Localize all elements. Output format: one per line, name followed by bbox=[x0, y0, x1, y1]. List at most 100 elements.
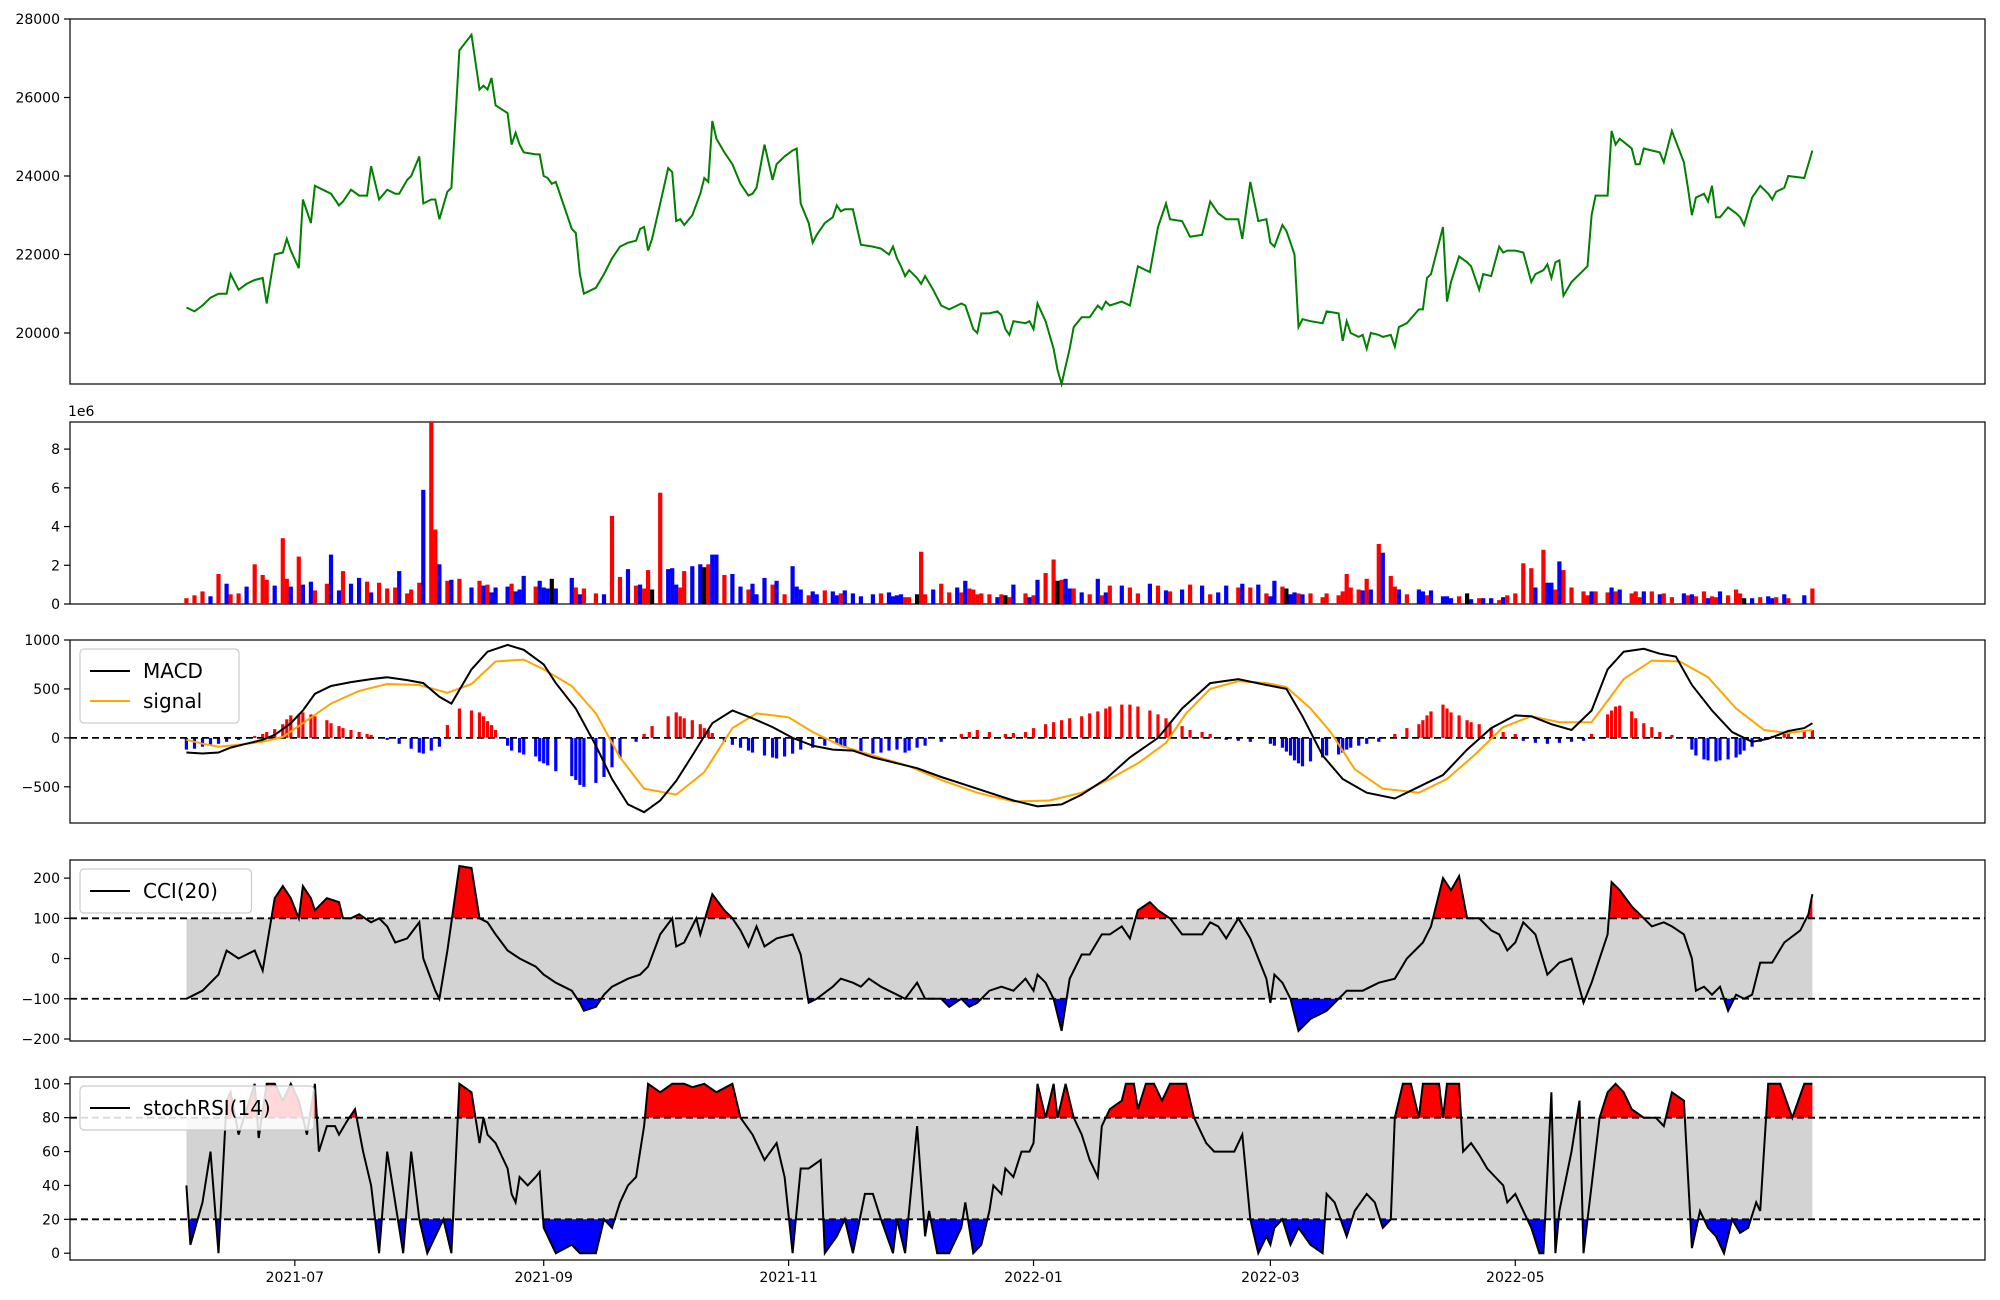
volume-bar bbox=[710, 554, 715, 604]
volume-bar bbox=[1469, 599, 1474, 604]
macd-histogram-bar bbox=[417, 737, 421, 753]
macd-histogram-bar bbox=[1377, 737, 1381, 742]
volume-bar bbox=[1557, 561, 1562, 604]
volume-bar bbox=[878, 593, 884, 604]
macd-histogram-bar bbox=[1349, 737, 1353, 748]
volume-bar bbox=[348, 583, 354, 604]
volume-bar bbox=[979, 593, 984, 604]
macd-histogram-bar bbox=[349, 730, 353, 738]
volume-bar bbox=[1200, 585, 1205, 604]
volume-bar bbox=[1609, 587, 1614, 604]
overbought-fill bbox=[644, 1083, 741, 1118]
x-tick-label: 2021-09 bbox=[514, 1270, 573, 1286]
macd-histogram-bar bbox=[907, 737, 911, 751]
macd-histogram-bar bbox=[1702, 737, 1706, 760]
volume-bar bbox=[774, 580, 779, 604]
volume-bar bbox=[1360, 590, 1365, 604]
volume-bar bbox=[617, 576, 623, 604]
volume-bar bbox=[963, 580, 968, 604]
volume-bar bbox=[814, 594, 819, 604]
macd-histogram-bar bbox=[285, 719, 289, 738]
macd-histogram-bar bbox=[923, 737, 927, 746]
macd-histogram-bar bbox=[265, 732, 269, 738]
volume-bar bbox=[646, 570, 651, 604]
volume-bar bbox=[1465, 593, 1470, 604]
macd-histogram-bar bbox=[1477, 724, 1481, 738]
volume-bar bbox=[1705, 598, 1711, 604]
volume-bar bbox=[308, 581, 313, 604]
price-panel: 20000 22000 24000 26000 28000 bbox=[15, 12, 1986, 388]
macd-histogram-bar bbox=[1341, 737, 1345, 753]
macd-histogram-bar bbox=[200, 737, 205, 747]
volume-bar bbox=[931, 589, 936, 604]
oversold-fill bbox=[1282, 1219, 1325, 1254]
macd-histogram-bar bbox=[1365, 737, 1369, 744]
volume-bar bbox=[236, 593, 241, 604]
x-tick-label: 2021-11 bbox=[759, 1270, 818, 1286]
macd-histogram-bar bbox=[1581, 737, 1586, 741]
volume-bar bbox=[577, 594, 582, 604]
volume-bar bbox=[1292, 592, 1297, 604]
macd-histogram-bar bbox=[1810, 730, 1814, 738]
volume-bar bbox=[1750, 598, 1755, 604]
macd-histogram-bar bbox=[939, 737, 943, 742]
volume-bar bbox=[1031, 595, 1036, 604]
volume-bar bbox=[1758, 597, 1763, 604]
volume-bar bbox=[1308, 593, 1313, 604]
volume-bar bbox=[1424, 595, 1430, 604]
macd-histogram-bar bbox=[477, 712, 482, 738]
macd-histogram-bar bbox=[1284, 737, 1288, 752]
volume-bar bbox=[581, 588, 586, 604]
volume-bar bbox=[1035, 579, 1040, 604]
macd-histogram-bar bbox=[1296, 737, 1301, 764]
y-tick-label: 6 bbox=[51, 481, 60, 497]
macd-histogram-bar bbox=[791, 737, 795, 754]
volume-bar bbox=[1440, 596, 1446, 604]
macd-histogram-bar bbox=[879, 737, 883, 753]
volume-bar bbox=[1324, 593, 1329, 604]
oversold-fill bbox=[1290, 998, 1339, 1031]
macd-histogram-bar bbox=[534, 737, 538, 757]
volume-bar bbox=[328, 554, 334, 604]
volume-bar bbox=[1637, 597, 1642, 604]
volume-bar bbox=[1051, 559, 1056, 604]
macd-histogram-bar bbox=[1533, 737, 1537, 743]
overbought-fill bbox=[1806, 894, 1813, 919]
macd-histogram-bar bbox=[1610, 710, 1614, 738]
macd-histogram-bar bbox=[1590, 733, 1594, 738]
volume-bar bbox=[1023, 593, 1028, 604]
macd-histogram-bar bbox=[895, 737, 899, 750]
volume-bar bbox=[433, 529, 438, 604]
volume-bar bbox=[393, 587, 398, 604]
axes-frame bbox=[69, 639, 1986, 824]
macd-histogram-bar bbox=[365, 733, 369, 738]
macd-histogram-bar bbox=[429, 737, 433, 751]
volume-bar bbox=[541, 587, 546, 604]
volume-bar bbox=[971, 589, 976, 604]
macd-histogram-bar bbox=[397, 737, 401, 744]
volume-bar bbox=[1786, 598, 1791, 604]
volume-bar bbox=[1071, 588, 1076, 604]
volume-bar bbox=[1236, 587, 1241, 604]
macd-histogram-bar bbox=[783, 737, 787, 757]
volume-bar bbox=[421, 489, 426, 604]
macd-histogram-bar bbox=[1288, 737, 1293, 756]
legend-label: CCI(20) bbox=[143, 879, 218, 903]
macd-histogram-bar bbox=[1168, 722, 1172, 738]
volume-bar bbox=[1585, 595, 1590, 604]
volume-bar bbox=[1766, 596, 1771, 604]
macd-histogram-bar bbox=[225, 737, 229, 742]
macd-histogram-bar bbox=[570, 737, 574, 777]
volume-bar bbox=[1477, 598, 1482, 604]
volume-bar bbox=[1404, 594, 1409, 604]
volume-bar bbox=[1248, 587, 1253, 604]
macd-histogram-bar bbox=[554, 737, 558, 772]
macd-histogram-bar bbox=[594, 737, 598, 783]
macd-histogram-bar bbox=[1513, 733, 1517, 738]
volume-bar bbox=[1689, 594, 1694, 604]
volume-bar bbox=[1011, 584, 1016, 604]
volume-bar bbox=[1348, 587, 1353, 604]
volume-bar bbox=[850, 593, 855, 604]
macd-histogram-bar bbox=[1441, 704, 1445, 738]
volume-bar bbox=[224, 583, 229, 604]
